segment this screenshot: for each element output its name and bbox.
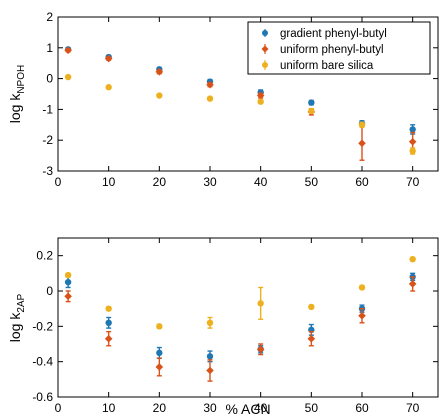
y-tick-label: -1 [42, 102, 53, 116]
data-point [155, 363, 164, 371]
y-tick-label: -0.6 [32, 390, 53, 404]
data-point [105, 305, 112, 312]
x-tick-label: 50 [305, 401, 319, 415]
y-tick-label: 0 [46, 284, 53, 298]
x-tick-label: 0 [55, 401, 62, 415]
data-point [64, 73, 72, 81]
data-point [358, 139, 366, 148]
x-tick-label: 30 [203, 401, 217, 415]
x-axis-label: % ACN [225, 401, 270, 417]
data-point [206, 353, 214, 360]
data-point [206, 80, 214, 89]
y-axis-label: log kNPOH [7, 65, 27, 123]
legend-box [247, 21, 431, 75]
y-tick-label: -3 [42, 164, 53, 178]
y-axis-label-main: log k [7, 93, 23, 124]
data-marks [64, 46, 417, 161]
legend-label: gradient phenyl-butyl [280, 28, 387, 40]
legend-marker [262, 62, 268, 68]
data-point [257, 300, 264, 307]
data-point [358, 284, 366, 291]
data-marks [64, 256, 417, 382]
data-point [409, 126, 416, 133]
plot-frame [57, 16, 439, 172]
axes: 0 10 20 30 40 50 60 70 -3 -2 -1 0 1 2 [42, 10, 438, 189]
data-point [156, 349, 163, 357]
data-point [105, 84, 112, 91]
data-point [155, 68, 164, 76]
data-point [156, 92, 163, 99]
y-tick-label: 2 [46, 10, 53, 24]
legend-marker [262, 30, 268, 36]
y-tick-label: -2 [42, 133, 53, 147]
legend-marker [261, 45, 269, 53]
series-uniform-bare-silica [64, 256, 416, 330]
data-point [256, 345, 265, 354]
x-tick-label: 20 [153, 175, 167, 189]
series-uniform-bare-silica [64, 73, 416, 155]
data-point [64, 271, 72, 279]
data-point [409, 147, 416, 155]
legend-item-gradient-phenyl-butyl: gradient phenyl-butyl [262, 28, 387, 40]
data-point [257, 98, 264, 105]
x-tick-label: 40 [254, 175, 268, 189]
data-point [105, 319, 112, 326]
x-tick-label: 0 [55, 175, 62, 189]
legend-item-uniform-bare-silica: uniform bare silica [262, 60, 374, 72]
series-uniform-phenyl-butyl [64, 276, 417, 382]
data-point [256, 91, 265, 100]
legend-label: uniform phenyl-butyl [280, 44, 384, 56]
legend-item-uniform-phenyl-butyl: uniform phenyl-butyl [261, 44, 384, 56]
data-point [64, 278, 72, 286]
y-tick-label: 0 [46, 72, 53, 86]
legend: gradient phenyl-butyl uniform phenyl-but… [247, 21, 431, 75]
x-tick-label: 60 [355, 175, 369, 189]
plot-frame [57, 237, 439, 398]
data-point [104, 54, 113, 63]
y-axis-label: log k2AP [7, 293, 27, 342]
y-tick-label: -0.4 [32, 355, 53, 369]
x-tick-label: 10 [102, 175, 116, 189]
y-tick-label: 0.2 [36, 249, 53, 263]
data-point [206, 366, 214, 375]
data-point [307, 334, 316, 343]
data-point [64, 292, 72, 301]
x-tick-label: 20 [153, 401, 167, 415]
data-point [409, 256, 416, 263]
x-tick-label: 10 [102, 401, 116, 415]
panel-log-k-2ap: 0 10 20 30 40 50 60 70 -0.6 -0.4 -0.2 0 0.2 log k2AP… [7, 237, 439, 417]
data-point [358, 311, 366, 320]
data-point [408, 137, 417, 146]
x-tick-label: 60 [355, 401, 369, 415]
data-point [308, 303, 315, 311]
legend-label: uniform bare silica [280, 60, 374, 72]
data-point [104, 334, 113, 343]
data-point [206, 95, 214, 102]
x-tick-label: 30 [203, 175, 217, 189]
data-point [358, 121, 366, 128]
data-point [64, 46, 72, 55]
y-tick-label: 1 [46, 41, 53, 55]
x-tick-label: 50 [305, 175, 319, 189]
data-point [206, 319, 214, 326]
axes: 0 10 20 30 40 50 60 70 -0.6 -0.4 -0.2 0 0.2 [32, 238, 438, 415]
y-tick-label: -0.2 [32, 319, 53, 333]
data-point [156, 323, 163, 330]
y-axis-label-subscript: NPOH [16, 65, 27, 94]
data-point [308, 99, 315, 106]
panel-log-k-npoh: 0 10 20 30 40 50 60 70 -3 -2 -1 0 1 2 log kNPOH gradi… [7, 10, 439, 189]
x-tick-label: 70 [406, 175, 420, 189]
x-tick-label: 70 [406, 401, 420, 415]
y-axis-label-subscript: 2AP [16, 293, 27, 312]
y-axis-label-main: log k [7, 312, 23, 343]
data-point [408, 280, 417, 288]
x-tick-label: 40 [254, 401, 268, 415]
data-point [308, 107, 315, 115]
